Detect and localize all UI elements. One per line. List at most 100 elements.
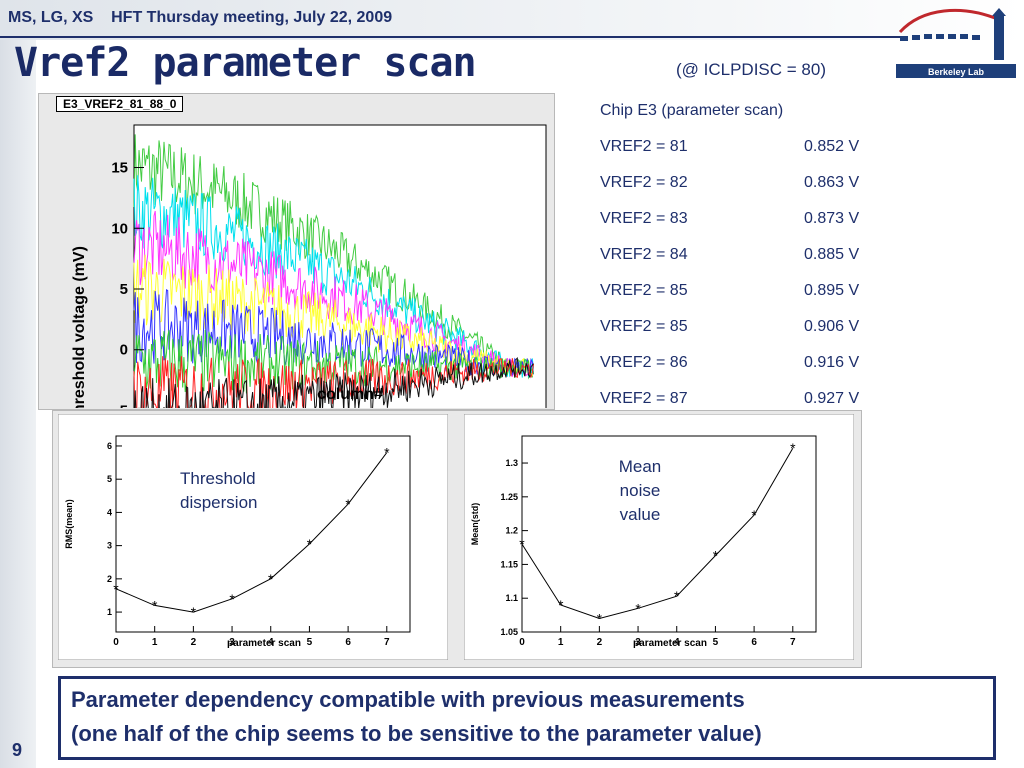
noise-annotation-line2: noise <box>620 481 661 500</box>
rms-y-tick-label: 5 <box>107 474 112 484</box>
rms-plot-area <box>115 435 411 633</box>
rms-x-tick-label: 3 <box>229 637 235 648</box>
noise-x-tick-label: 1 <box>558 637 564 648</box>
rms-point: * <box>384 445 390 461</box>
header-authors: MS, LG, XS <box>8 9 94 26</box>
scan-y-tick-label: -5 <box>115 402 128 408</box>
parameter-name: VREF2 = 85 <box>600 318 688 335</box>
noise-x-tick-label: 6 <box>751 637 757 648</box>
logo-tower <box>992 8 1006 60</box>
scan-series-group <box>133 134 534 408</box>
noise-point: * <box>674 588 680 604</box>
logo-arc <box>898 8 1001 34</box>
conclusion-line2: (one half of the chip seems to be sensit… <box>71 721 762 746</box>
noise-annotation-line1: Mean <box>619 457 662 476</box>
logo-bricks <box>900 34 980 41</box>
parameter-row: VREF2 = 81 0.852 V <box>600 138 890 160</box>
rms-x-tick-label: 0 <box>113 637 119 648</box>
header-background <box>0 0 1024 40</box>
noise-y-tick-label: 1.15 <box>500 559 518 569</box>
scan-series-line <box>133 254 534 377</box>
rms-y-tick-label: 1 <box>107 607 112 617</box>
rms-annotation-line1: Threshold <box>180 469 256 488</box>
parameter-row: VREF2 = 82 0.863 V <box>600 174 890 196</box>
page-number: 9 <box>12 740 23 760</box>
noise-point: * <box>558 597 564 613</box>
parameter-row: VREF2 = 83 0.873 V <box>600 210 890 232</box>
mean-noise-chart: 0 1 2 3 4 5 6 7 1.05 1.1 1.15 1.2 1.25 1.3 * * * * * * * * pa… <box>464 414 854 660</box>
slide-title: Vref2 parameter scan <box>14 40 477 86</box>
scan-series-line <box>133 175 534 378</box>
parameter-name: VREF2 = 84 <box>600 246 688 263</box>
scan-x-axis-label: column# <box>317 386 383 403</box>
rms-point: * <box>268 571 274 587</box>
rms-x-axis-label: parameter scan <box>227 638 301 649</box>
noise-plot-content: 0 1 2 3 4 5 6 7 1.05 1.1 1.15 1.2 1.25 1.3 * * * * * * * * <box>500 440 796 648</box>
header-meta: MS, LG, XS HFT Thursday meeting, July 22… <box>8 9 392 27</box>
parameter-value: 0.852 V <box>804 138 860 155</box>
noise-y-tick-label: 1.3 <box>505 458 518 468</box>
parameter-name: VREF2 = 83 <box>600 210 688 227</box>
parameter-value: 0.863 V <box>804 174 860 191</box>
rms-point: * <box>113 581 119 597</box>
parameter-row: VREF2 = 84 0.885 V <box>600 246 890 268</box>
rms-x-tick-label: 4 <box>268 637 274 648</box>
rms-y-tick-label: 2 <box>107 574 112 584</box>
rms-point: * <box>307 536 313 552</box>
noise-x-tick-label: 5 <box>713 637 719 648</box>
parameter-name: VREF2 = 81 <box>600 138 688 155</box>
left-rail <box>0 40 36 768</box>
parameter-name: VREF2 = 82 <box>600 174 688 191</box>
scan-plot-label: E3_VREF2_81_88_0 <box>56 96 184 112</box>
parameter-value: 0.927 V <box>804 390 860 407</box>
logo-banner <box>896 64 1016 78</box>
rms-x-tick-label: 6 <box>345 637 351 648</box>
rms-y-tick-label: 4 <box>107 507 112 517</box>
noise-point: * <box>751 507 757 523</box>
conclusion-box: Parameter dependency compatible with pre… <box>58 676 996 760</box>
rms-point: * <box>152 597 158 613</box>
rms-y-tick-label: 6 <box>107 441 112 451</box>
noise-point: * <box>519 536 525 552</box>
scan-series-line <box>133 134 534 380</box>
noise-x-tick-label: 4 <box>674 637 680 648</box>
rms-point: * <box>229 591 235 607</box>
parameter-value: 0.906 V <box>804 318 860 335</box>
noise-point: * <box>597 610 603 626</box>
parameter-heading: Chip E3 (parameter scan) <box>600 102 784 119</box>
scan-y-tick-label: 10 <box>111 220 128 237</box>
noise-x-tick-label: 2 <box>597 637 603 648</box>
header-meeting: HFT Thursday meeting, July 22, 2009 <box>111 9 393 26</box>
scan-y-tick-label: 0 <box>120 342 128 359</box>
parameter-name: VREF2 = 87 <box>600 390 688 407</box>
scan-y-tick-label: 5 <box>120 281 128 298</box>
noise-x-tick-label: 3 <box>635 637 641 648</box>
scan-axis-ticks: 0100200300400500600-5051015 <box>111 160 144 408</box>
rms-x-tick-label: 7 <box>384 637 390 648</box>
parameter-value: 0.873 V <box>804 210 860 227</box>
rms-y-tick-label: 3 <box>107 541 112 551</box>
noise-plot-area <box>521 435 817 633</box>
parameter-row: VREF2 = 86 0.916 V <box>600 354 890 376</box>
noise-y-tick-label: 1.1 <box>505 593 518 603</box>
rms-x-tick-label: 2 <box>191 637 197 648</box>
noise-x-tick-label: 0 <box>519 637 525 648</box>
parameter-value: 0.916 V <box>804 354 860 371</box>
rms-y-axis-label: RMS(mean) <box>64 499 74 549</box>
parameter-name: VREF2 = 85 <box>600 282 688 299</box>
noise-annotation-line3: value <box>620 505 661 524</box>
noise-y-tick-label: 1.05 <box>500 627 518 637</box>
scan-series-line <box>134 356 534 408</box>
noise-point: * <box>635 600 641 616</box>
noise-line <box>521 447 794 620</box>
header-divider <box>0 36 900 38</box>
threshold-scan-chart: 0100200300400500600-5051015 column# Thre… <box>71 124 547 408</box>
rms-annotation-line2: dispersion <box>180 493 258 512</box>
noise-y-tick-label: 1.2 <box>505 526 518 536</box>
rms-x-tick-label: 1 <box>152 637 158 648</box>
noise-point: * <box>790 440 796 456</box>
parameter-row: VREF2 = 85 0.895 V <box>600 282 890 304</box>
parameter-row: VREF2 = 85 0.906 V <box>600 318 890 340</box>
noise-x-tick-label: 7 <box>790 637 796 648</box>
parameter-value: 0.885 V <box>804 246 860 263</box>
